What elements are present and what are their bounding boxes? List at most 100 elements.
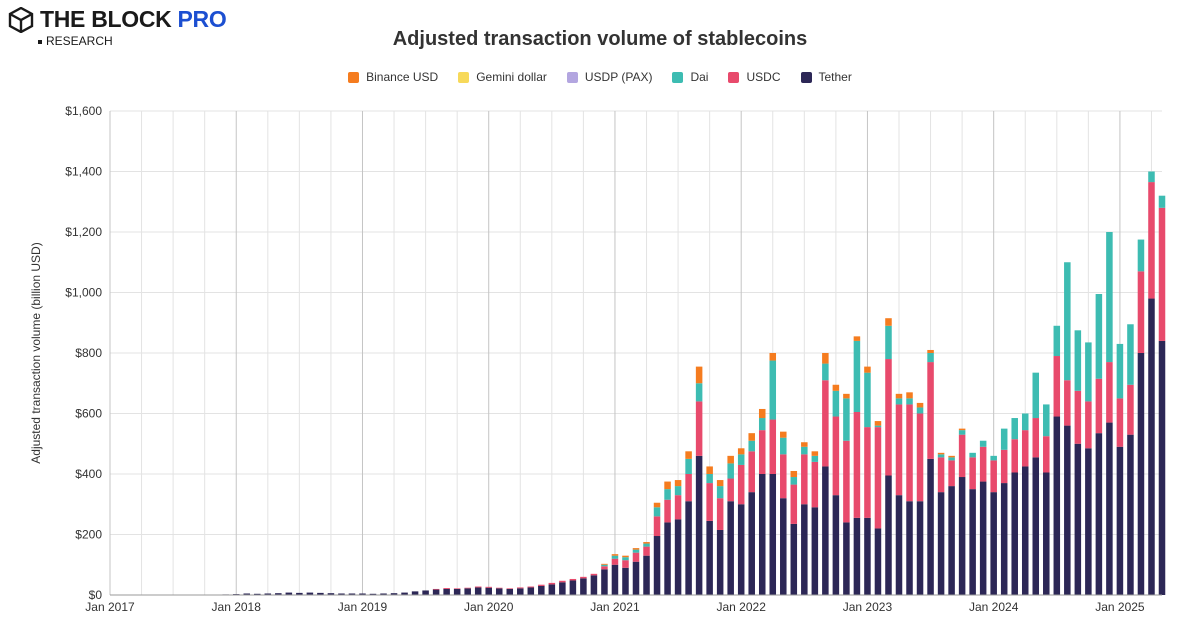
bar-segment-usdc (811, 461, 819, 508)
bar-segment-usdc (432, 588, 440, 590)
bar-segment-dai (895, 398, 903, 405)
bar-segment-binance-usd (822, 353, 829, 364)
bar-segment-dai (822, 363, 829, 381)
bar-segment-dai (958, 430, 966, 435)
x-tick-label: Jan 2017 (85, 600, 135, 614)
bar-segment-usdc (948, 460, 955, 487)
bar-segment-binance-usd (906, 392, 913, 399)
legend-item: Tether (800, 70, 852, 84)
bar-segment-usdc (1106, 362, 1113, 423)
bar-segment-tether (790, 523, 798, 595)
bar-segment-dai (1158, 195, 1166, 208)
bar-segment-binance-usd (706, 466, 713, 474)
bar-segment-binance-usd (601, 563, 608, 565)
bar-segment-binance-usd (864, 366, 871, 373)
bar-segment-usdc (580, 576, 587, 579)
bar-segment-dai (916, 407, 924, 414)
bar-segment-dai (1043, 404, 1050, 437)
bar-segment-dai (643, 543, 650, 547)
bar-segment-tether (569, 580, 577, 595)
bar-segment-binance-usd (748, 433, 755, 441)
bar-segment-usdc (506, 588, 514, 589)
bar-segment-tether (727, 501, 734, 595)
bar-segment-usdc (1064, 380, 1071, 426)
bar-segment-dai (1148, 171, 1155, 183)
bar-segment-tether (464, 588, 471, 595)
bar-segment-tether (1085, 448, 1092, 595)
bar-segment-dai (622, 557, 629, 561)
bar-segment-tether (517, 588, 524, 595)
bar-segment-usdc (1000, 449, 1008, 484)
bar-segment-dai (811, 455, 819, 462)
bar-segment-dai (832, 390, 840, 417)
bar-segment-dai (969, 452, 976, 458)
bar-segment-usdc (758, 430, 766, 474)
bar-segment-tether (895, 495, 903, 595)
chart-legend: Binance USD Gemini dollar USDP (PAX) Dai USD… (0, 70, 1200, 84)
bar-segment-usdc (622, 560, 629, 568)
bar-segment-usdc (979, 446, 987, 482)
bar-segment-usdc (990, 460, 997, 493)
bar-segment-usdc (1053, 356, 1061, 417)
bar-segment-dai (695, 383, 703, 402)
bar-segment-tether (937, 492, 945, 595)
bar-segment-dai (906, 398, 913, 405)
bar-segment-binance-usd (611, 554, 619, 556)
bar-segment-binance-usd (780, 431, 787, 438)
legend-swatch (672, 71, 684, 83)
bar-segment-binance-usd (643, 542, 650, 544)
legend-swatch (458, 71, 470, 83)
bar-segment-tether (979, 481, 987, 595)
bar-segment-tether (285, 592, 293, 595)
bar-segment-tether (590, 575, 598, 595)
bar-segment-tether (580, 578, 587, 595)
bar-segment-dai (748, 440, 755, 452)
bar-segment-usdc (727, 478, 734, 502)
bar-segment-tether (769, 474, 777, 595)
bar-segment-usdc (1074, 390, 1082, 444)
bar-segment-usdc (906, 404, 913, 502)
y-tick-label: $400 (75, 467, 102, 481)
y-tick-label: $200 (75, 528, 102, 542)
bar-segment-tether (1158, 340, 1166, 595)
bar-segment-tether (401, 592, 408, 595)
bar-segment-dai (1053, 325, 1061, 357)
bar-segment-tether (706, 520, 713, 595)
x-tick-label: Jan 2022 (717, 600, 767, 614)
bar-segment-tether (737, 504, 745, 595)
bar-segment-usdc (464, 587, 471, 589)
bar-segment-binance-usd (758, 408, 766, 419)
legend-item: USDC (728, 70, 781, 84)
bar-segment-binance-usd (622, 555, 629, 558)
bar-segment-usdc (643, 546, 650, 556)
bar-segment-usdc (653, 516, 661, 537)
bar-segment-dai (937, 454, 945, 458)
bar-segment-binance-usd (958, 428, 966, 431)
bar-segment-usdc (611, 558, 619, 565)
bar-segment-dai (758, 418, 766, 431)
bar-segment-usdc (443, 588, 450, 589)
brand-pro: PRO (177, 6, 227, 32)
bar-segment-binance-usd (874, 421, 882, 426)
legend-swatch (348, 71, 360, 83)
bar-segment-usdc (1158, 207, 1166, 341)
bar-segment-dai (1137, 239, 1145, 272)
bar-segment-binance-usd (674, 480, 682, 487)
bar-segment-dai (1021, 413, 1029, 431)
bar-segment-tether (1021, 466, 1029, 595)
bar-segment-binance-usd (737, 448, 745, 455)
bar-segment-usdc (916, 413, 924, 502)
bar-segment-usdc (843, 440, 850, 523)
bar-segment-usdc (453, 588, 461, 589)
bar-segment-binance-usd (948, 455, 955, 458)
bar-segment-tether (916, 501, 924, 595)
bar-segment-tether (538, 585, 545, 595)
bar-segment-binance-usd (695, 366, 703, 384)
bar-segment-dai (1064, 262, 1071, 381)
bar-segment-tether (359, 593, 366, 595)
bar-segment-tether (1053, 416, 1061, 595)
bar-segment-dai (706, 474, 713, 484)
y-tick-label: $1,200 (65, 225, 102, 239)
bar-segment-binance-usd (769, 353, 777, 361)
bar-segment-tether (653, 536, 661, 595)
